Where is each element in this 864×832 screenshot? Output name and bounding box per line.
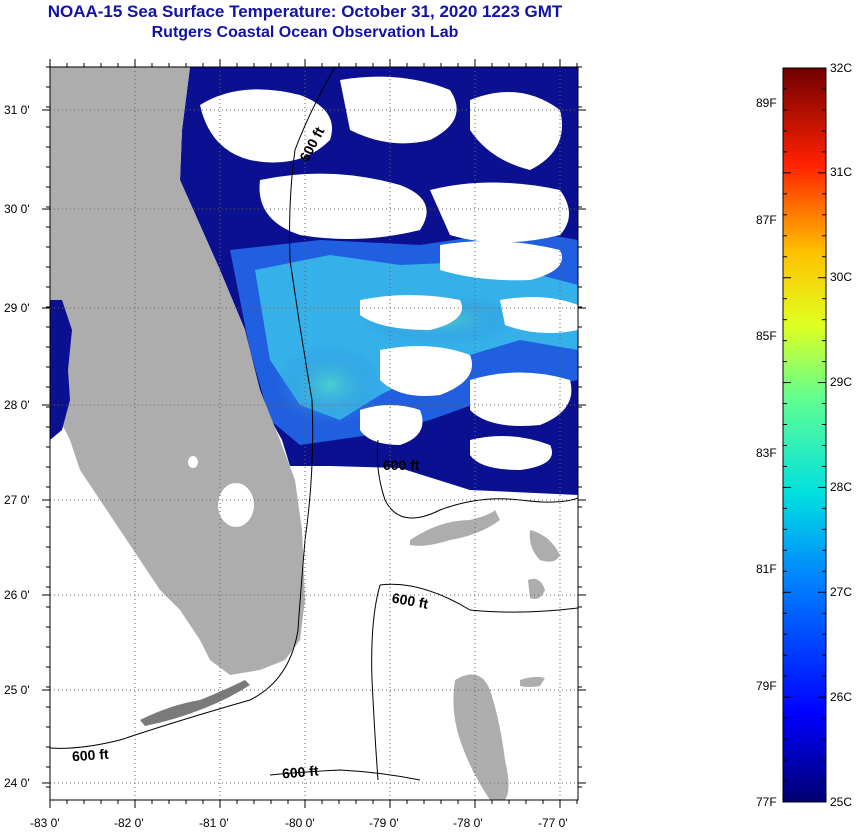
land-bahamas-andros (453, 674, 509, 800)
colorbar-celsius-label: 30C (830, 270, 852, 284)
colorbar-fahrenheit-label: 85F (756, 329, 777, 343)
lon-label: -83 0' (30, 816, 60, 830)
depth-contour (50, 67, 578, 781)
graticule (50, 67, 578, 800)
colorbar-celsius-label: 31C (830, 165, 852, 179)
contour-label: 600 ft (281, 762, 319, 781)
land-bahamas-abaco (410, 510, 500, 546)
lat-label: 24 0' (4, 776, 30, 790)
colorbar-celsius-label: 28C (830, 480, 852, 494)
colorbar-fahrenheit-label: 77F (756, 795, 777, 809)
lon-label: -77 0' (538, 816, 568, 830)
lat-label: 30 0' (4, 202, 30, 216)
colorbar-fahrenheit-label: 87F (756, 213, 777, 227)
longitude-labels: -83 0' -82 0' -81 0' -80 0' -79 0' -78 0… (30, 816, 568, 830)
chart-subtitle: Rutgers Coastal Ocean Observation Lab (151, 24, 459, 41)
colorbar-celsius-label: 27C (830, 585, 852, 599)
lat-label: 26 0' (4, 588, 30, 602)
lon-label: -78 0' (453, 816, 483, 830)
colorbar-celsius-label: 25C (830, 795, 852, 809)
land-bahamas (528, 578, 545, 599)
chart-title: NOAA-15 Sea Surface Temperature: October… (47, 2, 563, 21)
colorbar-fahrenheit-labels: 89F 87F 85F 83F 81F 79F 77F (756, 96, 777, 809)
colorbar-celsius-label: 26C (830, 690, 852, 704)
contour-label: 600 ft (71, 746, 109, 765)
map-ticks (42, 59, 586, 808)
lat-label: 31 0' (4, 103, 30, 117)
lake (188, 456, 198, 468)
lat-label: 29 0' (4, 301, 30, 315)
lon-label: -80 0' (285, 816, 315, 830)
lat-label: 25 0' (4, 683, 30, 697)
contour-label: 600 ft (383, 457, 420, 473)
lon-label: -79 0' (369, 816, 399, 830)
latitude-labels: 31 0' 30 0' 29 0' 28 0' 27 0' 26 0' 25 0… (4, 103, 30, 790)
contour-label: 600 ft (391, 590, 430, 612)
lon-label: -81 0' (199, 816, 229, 830)
colorbar-fahrenheit-label: 89F (756, 96, 777, 110)
lake-okeechobee (218, 483, 254, 527)
colorbar-celsius-label: 29C (830, 375, 852, 389)
colorbar (782, 67, 827, 803)
colorbar-celsius-label: 32C (830, 61, 852, 75)
colorbar-fahrenheit-label: 81F (756, 562, 777, 576)
land-bahamas-abaco (529, 530, 560, 562)
cloud-mask (200, 76, 578, 470)
map-border (49, 66, 579, 801)
lat-label: 27 0' (4, 493, 30, 507)
colorbar-ticks (783, 67, 826, 803)
colorbar-fahrenheit-label: 79F (756, 679, 777, 693)
lat-label: 28 0' (4, 398, 30, 412)
lon-label: -82 0' (114, 816, 144, 830)
land-florida-keys (140, 680, 250, 726)
colorbar-fahrenheit-label: 83F (756, 446, 777, 460)
land-bahamas (520, 676, 545, 687)
colorbar-celsius-labels: 32C 31C 30C 29C 28C 27C 26C 25C (830, 61, 852, 809)
